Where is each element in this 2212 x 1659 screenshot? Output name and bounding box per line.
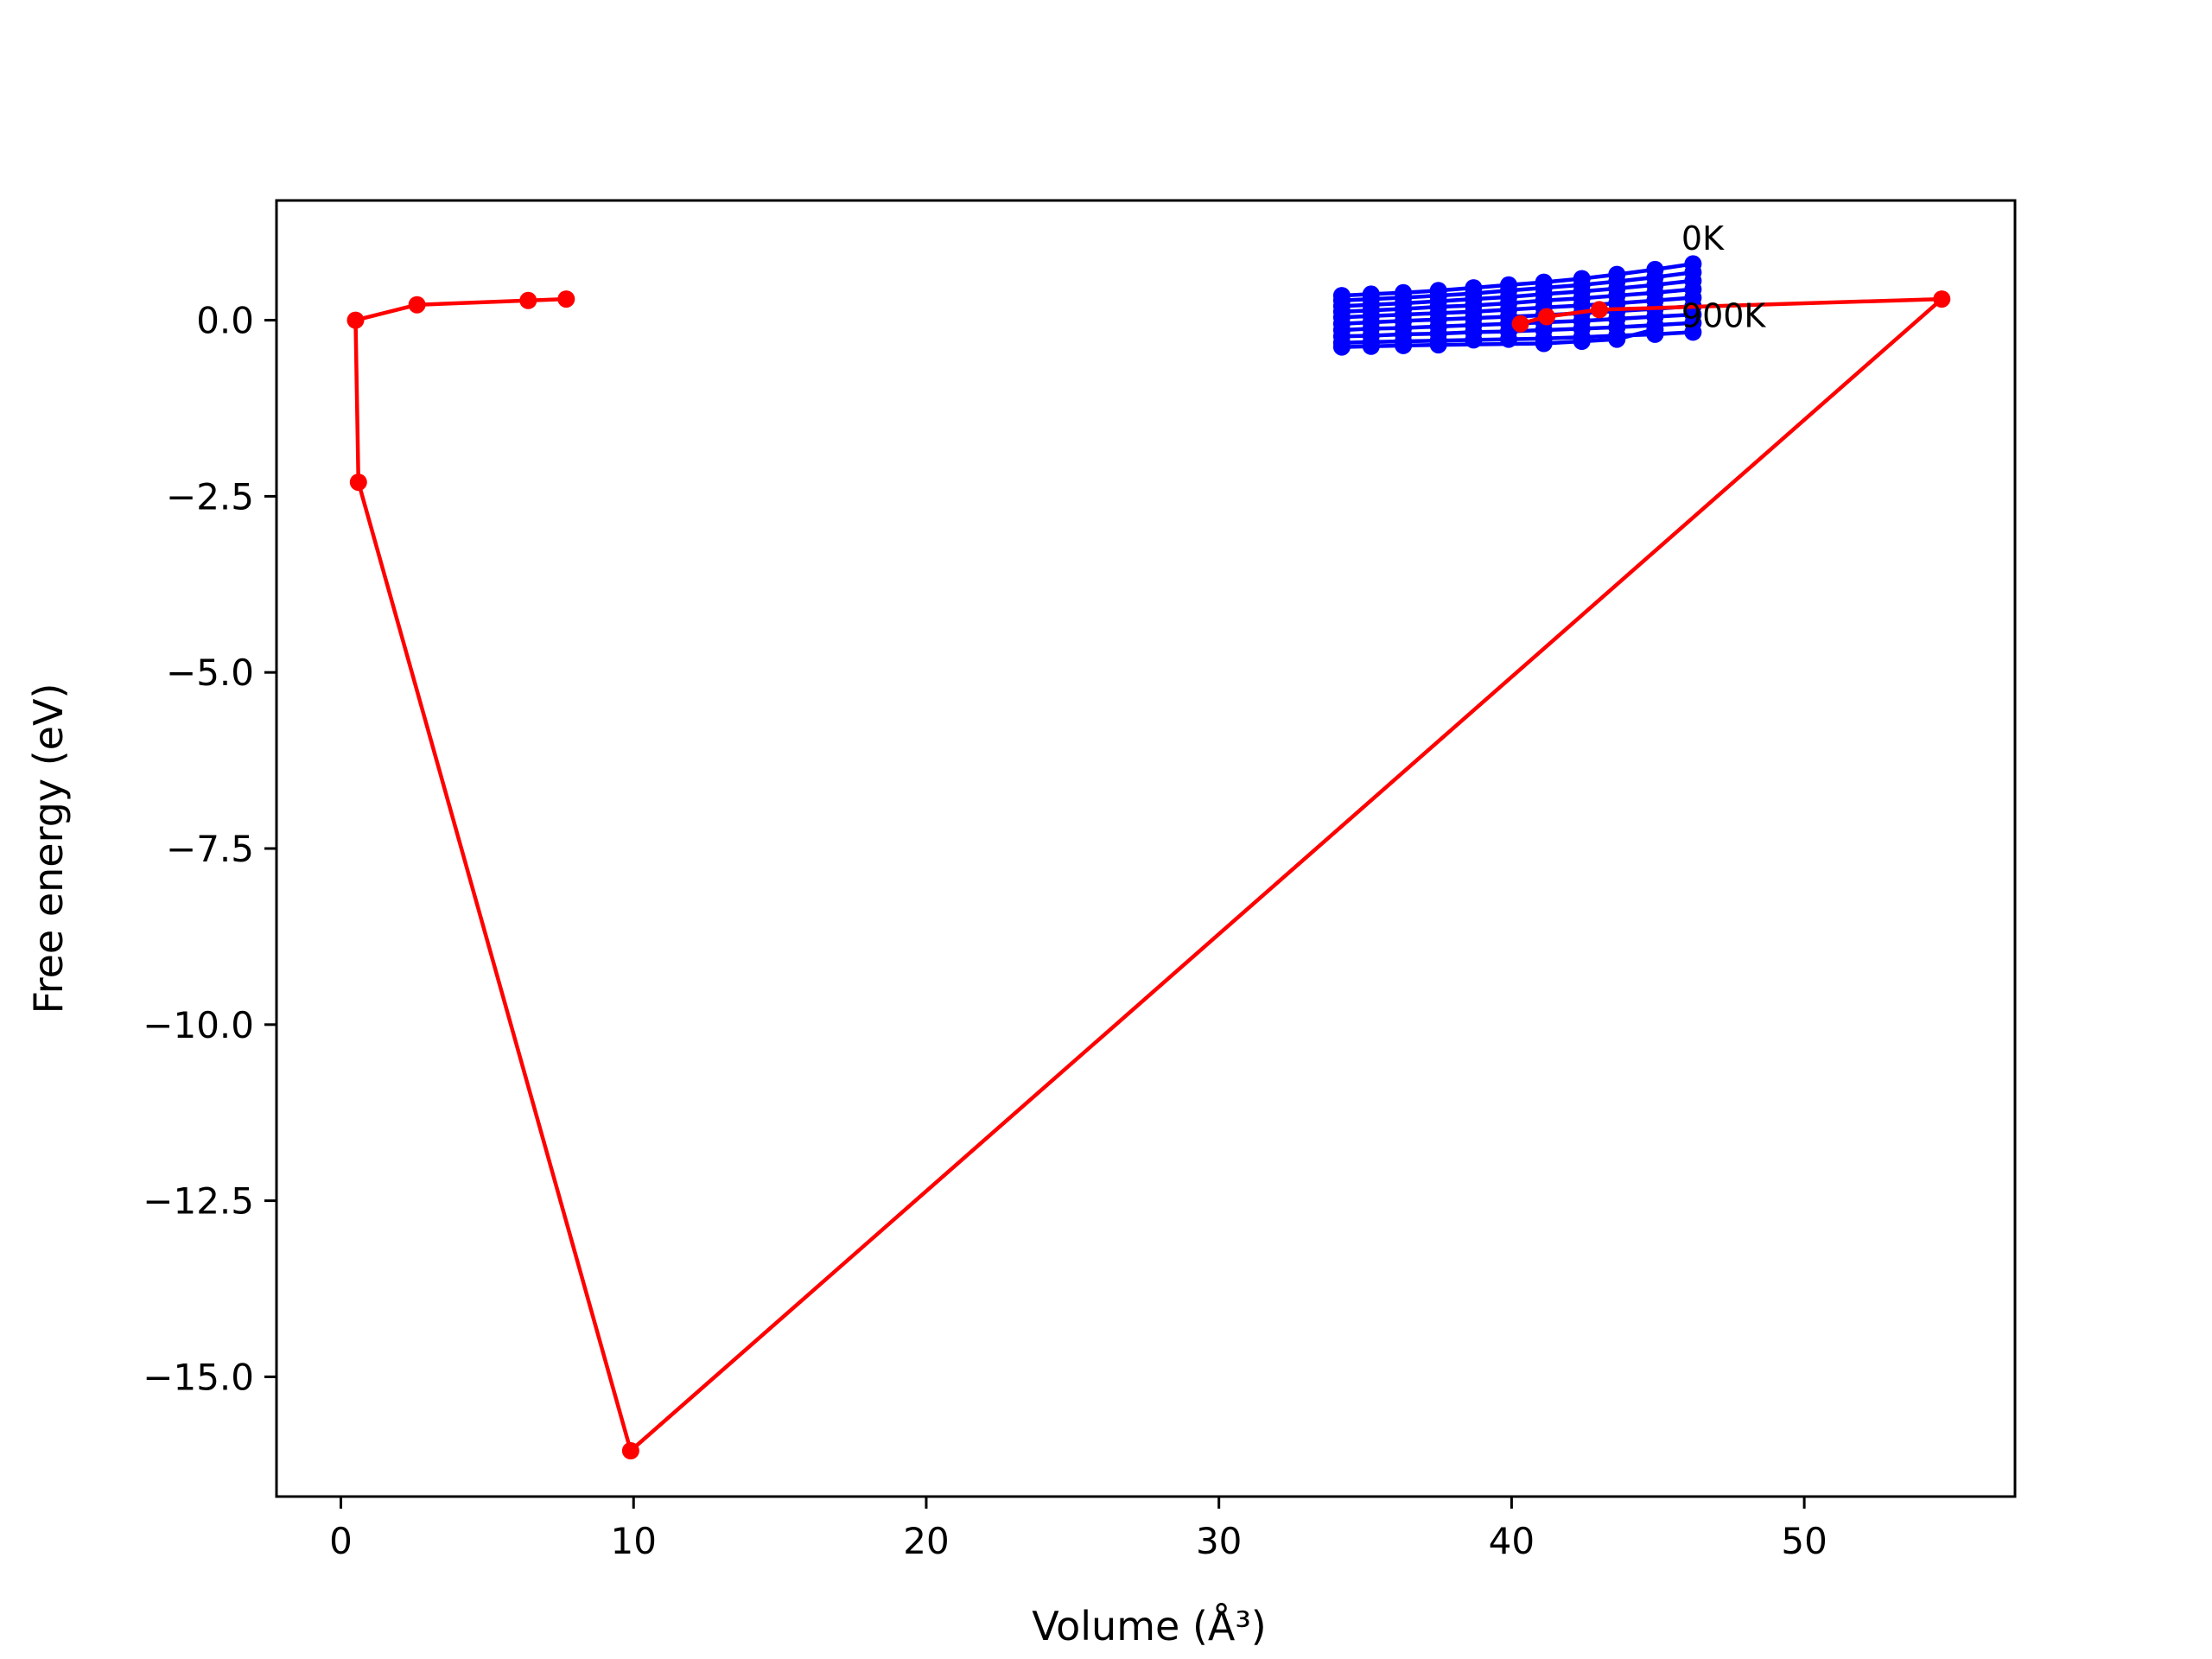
y-tick-label-6: −15.0: [143, 1356, 254, 1398]
data-point-0-5: [621, 1442, 639, 1459]
data-point-10-3: [1429, 336, 1447, 354]
x-tick-label-5: 50: [1781, 1520, 1827, 1562]
data-point-0-7: [1591, 301, 1608, 319]
annotation-0: 0K: [1681, 219, 1725, 257]
series-0: [346, 290, 1951, 1459]
y-tick-label-5: −12.5: [143, 1180, 254, 1223]
x-tick-label-0: 0: [329, 1520, 353, 1562]
y-tick-label-4: −10.0: [143, 1004, 254, 1046]
data-point-10-0: [1332, 338, 1351, 356]
data-point-0-1: [519, 291, 537, 309]
data-point-10-6: [1608, 330, 1626, 348]
data-point-10-2: [1395, 336, 1413, 354]
x-tick-label-2: 20: [903, 1520, 949, 1562]
y-axis-label: Free energy (eV): [25, 683, 72, 1014]
data-point-0-4: [349, 474, 367, 492]
y-tick-label-0: 0.0: [196, 300, 254, 342]
data-point-0-6: [1933, 290, 1951, 308]
series-layer: [346, 255, 1951, 1459]
y-axis-ticks: 0.0 −2.5 −5.0 −7.5 −10.0 −12.5 −15.0: [143, 300, 276, 1398]
data-point-0-0: [557, 290, 575, 308]
y-tick-label-3: −7.5: [166, 828, 254, 870]
data-point-9-10: [1684, 323, 1702, 341]
x-axis-ticks: 0 10 20 30 40 50: [329, 1497, 1827, 1562]
data-point-0-2: [408, 296, 426, 314]
x-axis-label: Volume (Å³): [1032, 1603, 1267, 1649]
annotation-1: 900K: [1681, 297, 1767, 335]
data-point-0-9: [1511, 315, 1529, 333]
data-point-10-4: [1535, 334, 1553, 353]
series-10: [1332, 321, 1664, 356]
data-point-10-7: [1646, 321, 1664, 339]
data-point-10-1: [1362, 337, 1380, 355]
data-point-10-5: [1573, 333, 1591, 350]
y-tick-label-2: −5.0: [166, 652, 254, 694]
data-point-0-3: [346, 311, 365, 329]
x-tick-label-3: 30: [1196, 1520, 1242, 1562]
series-line-0: [353, 296, 1944, 1453]
annotation-layer: 0K 900K: [1681, 219, 1767, 335]
x-tick-label-4: 40: [1489, 1520, 1535, 1562]
x-tick-label-1: 10: [611, 1520, 657, 1562]
data-point-0-8: [1538, 308, 1555, 326]
y-tick-label-1: −2.5: [166, 475, 254, 518]
